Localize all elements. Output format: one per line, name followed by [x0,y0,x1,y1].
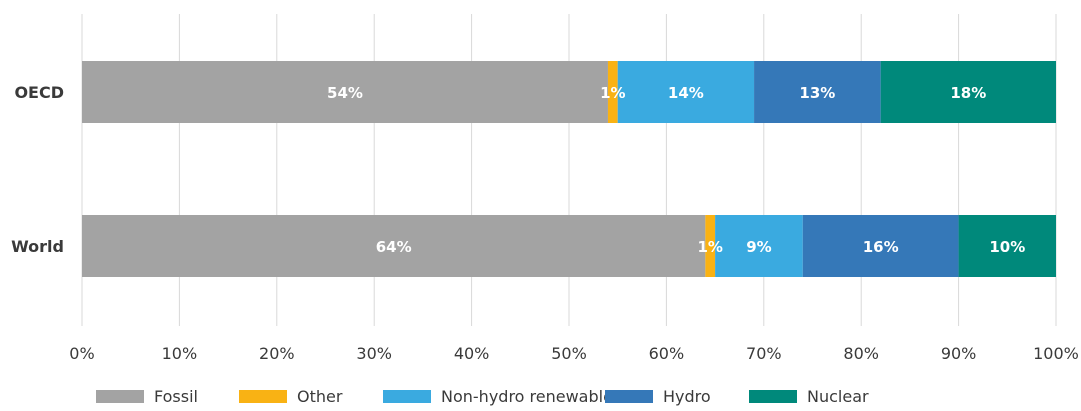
data-label: 14% [668,84,704,102]
x-tick-label: 70% [746,344,782,363]
x-tick-label: 60% [649,344,685,363]
x-axis-tick-labels: 0% 10% 20% 30% 40% 50% 60% 70% 80% 90% 100% [69,344,1079,363]
legend-label: Fossil [154,387,198,406]
x-tick-label: 90% [941,344,977,363]
data-label: 9% [746,238,771,256]
legend-swatch [96,390,144,403]
bar-segment [617,61,755,123]
legend-item: Other [239,387,343,406]
legend-item: Non-hydro renewables [383,387,621,406]
x-tick-label: 50% [551,344,587,363]
legend-label: Non-hydro renewables [441,387,621,406]
bar-segment [802,215,959,277]
bar-segment [880,61,1056,123]
category-labels: OECD World [11,83,64,256]
legend-label: Hydro [663,387,711,406]
legend-label: Other [297,387,343,406]
bar-segment [754,61,881,123]
legend: Fossil Other Non-hydro renewables Hydro Nucl… [96,387,869,406]
data-label: 54% [327,84,363,102]
legend-swatch [239,390,287,403]
bars: 54% 1% 14% 13% 18% 64% 1% 9% 16% 10% [82,61,1056,277]
x-tick-label: 10% [162,344,198,363]
data-label: 16% [863,238,899,256]
category-label: World [11,237,64,256]
x-tick-label: 100% [1033,344,1079,363]
bar-segment [607,61,618,123]
x-tick-label: 80% [843,344,879,363]
data-label: 64% [376,238,412,256]
x-tick-label: 40% [454,344,490,363]
category-label: OECD [14,83,64,102]
x-tick-label: 20% [259,344,295,363]
legend-item: Fossil [96,387,198,406]
legend-item: Hydro [605,387,711,406]
legend-swatch [749,390,797,403]
legend-item: Nuclear [749,387,869,406]
data-label: 10% [989,238,1025,256]
legend-swatch [383,390,431,403]
legend-swatch [605,390,653,403]
bar-segment [958,215,1056,277]
bar-segment [82,215,706,277]
data-label: 1% [697,238,722,256]
bar-segment [705,215,716,277]
x-tick-label: 0% [69,344,94,363]
bar-segment [82,61,608,123]
data-label: 13% [799,84,835,102]
legend-label: Nuclear [807,387,869,406]
bar-segment [715,215,803,277]
x-tick-label: 30% [356,344,392,363]
gridlines [81,14,1057,326]
data-label: 1% [600,84,625,102]
data-label: 18% [950,84,986,102]
